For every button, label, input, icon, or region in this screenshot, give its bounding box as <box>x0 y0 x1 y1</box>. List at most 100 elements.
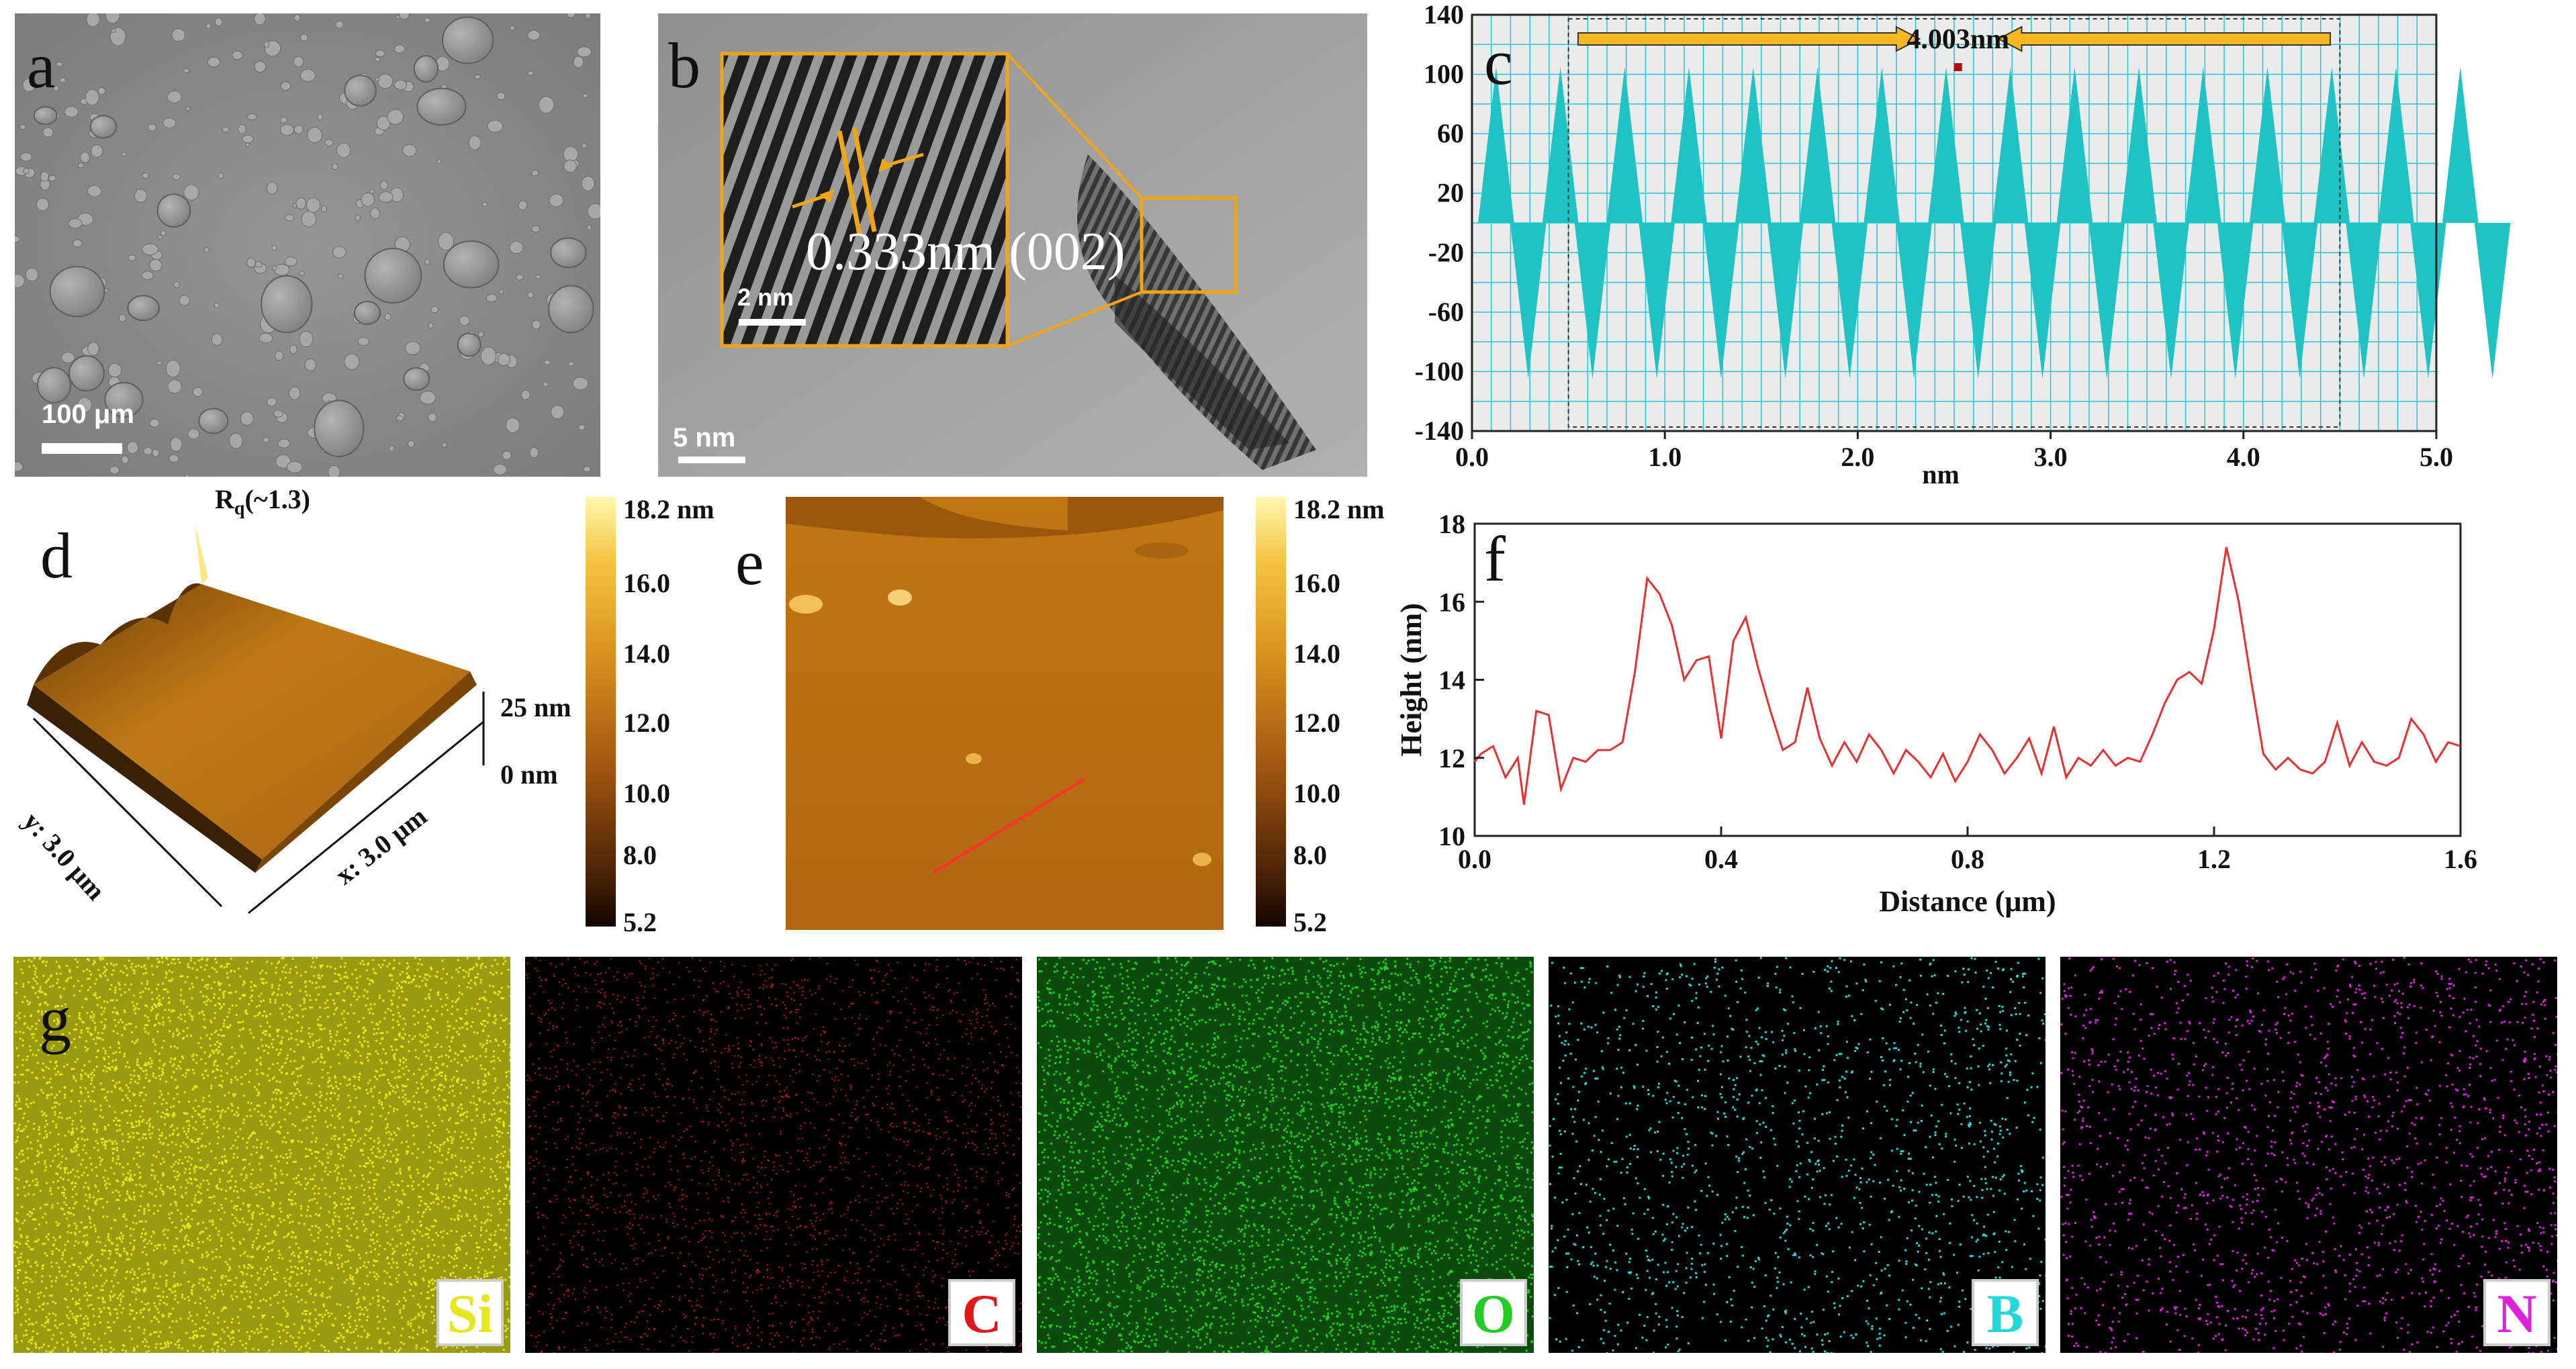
y-tick-label: 60 <box>1437 118 1464 148</box>
panel-g-label: g <box>39 983 71 1055</box>
x-tick-label: 4.0 <box>2227 442 2260 472</box>
panel-d-afm-3d: d Rq(~1.3) 25 nm 0 nm y: 3.0 μm x: 3.0 μ… <box>0 483 584 927</box>
y-tick-label: 16 <box>1438 587 1465 617</box>
eds-map-c: C <box>525 957 1022 1353</box>
cb-tick: 18.2 nm <box>1293 494 1385 524</box>
panel-f-label: f <box>1484 523 1506 595</box>
panel-a-sem-image: a 100 μm <box>15 13 600 477</box>
eds-dot-field <box>1549 957 2045 1353</box>
fringe-trough <box>1896 223 1932 379</box>
x-tick-label: 1.0 <box>1648 442 1682 472</box>
x-axis-label: nm <box>1922 459 1960 483</box>
inset-scale-bar-label: 2 nm <box>737 283 794 311</box>
cb-tick: 10.0 <box>623 778 670 808</box>
cb-tick: 5.2 <box>1293 907 1327 937</box>
scale-bar-label: 5 nm <box>673 423 736 453</box>
fringe-trough <box>1510 223 1547 379</box>
panel-e-label-outside: e <box>735 526 764 598</box>
cb-tick: 8.0 <box>1293 840 1327 870</box>
panel-b-tem-image: b 0.333nm (002) 2 nm 5 nm <box>658 13 1367 477</box>
colorbar-d <box>586 497 616 927</box>
y-tick-label: 14 <box>1438 665 1465 696</box>
y-tick-label: 18 <box>1438 509 1465 539</box>
roughness-symbol: R <box>215 484 234 514</box>
colorbar-e <box>1256 497 1286 927</box>
sem-surface <box>15 13 600 477</box>
fringe-peak <box>1606 66 1643 223</box>
eds-map-o: O <box>1037 957 1534 1353</box>
fringe-trough <box>1960 223 1996 379</box>
y-tick-label: 140 <box>1424 0 1464 30</box>
eds-dot-field <box>13 957 510 1353</box>
x-tick-label: 0.8 <box>1951 844 1984 874</box>
fringe-peak <box>1542 66 1579 223</box>
fringe-trough <box>1767 223 1804 379</box>
cb-tick: 5.2 <box>623 907 657 937</box>
fringe-peak <box>1864 66 1900 223</box>
x-tick-label: 5.0 <box>2420 442 2453 472</box>
x-tick-label: 1.2 <box>2197 844 2231 874</box>
roughness-label: Rq(~1.3) <box>215 483 310 520</box>
z-axis-high: 25 nm <box>500 692 571 722</box>
fringe-peak <box>2313 66 2350 223</box>
y-tick-label: -20 <box>1428 237 1464 267</box>
plot-frame <box>1471 13 2438 432</box>
element-label: O <box>1460 1279 1527 1346</box>
afm-height-map <box>786 497 1224 930</box>
height-series-line <box>1473 547 2461 805</box>
panel-g-eds-maps: Si C O B N g <box>0 957 2576 1369</box>
x-tick-label: 3.0 <box>2034 442 2068 472</box>
fringe-trough <box>1703 223 1739 379</box>
eds-dot-field <box>1037 957 1534 1353</box>
x-axis-label: Distance (μm) <box>1879 885 2056 918</box>
panel-f-height-profile: 0.0 0.4 0.8 1.2 1.6 18 16 14 12 10 Distance (μm) He… <box>1383 487 2576 930</box>
fringe-trough <box>1574 223 1611 379</box>
cb-tick: 8.0 <box>623 840 657 870</box>
fringe-peak <box>1478 66 1514 223</box>
element-label: N <box>2483 1279 2550 1346</box>
fringe-peak <box>1671 66 1707 223</box>
fringe-trough <box>1831 223 1868 379</box>
scale-bar <box>42 443 122 454</box>
panel-d-label: d <box>40 520 73 592</box>
fringe-peak <box>2442 66 2479 223</box>
fringe-peak <box>1992 66 2029 223</box>
colorbar-e-ticks: 18.2 nm 16.0 14.0 12.0 10.0 8.0 5.2 <box>1293 493 1401 937</box>
fringe-profile-chart: 4.003nm 0.0 1.0 2.0 3.0 4.0 5.0 140 100 60 20 -20 -6… <box>1415 0 2511 483</box>
z-axis-low: 0 nm <box>500 759 558 790</box>
panel-b-label: b <box>668 30 700 101</box>
lattice-annotation: 0.333nm (002) <box>806 222 1125 281</box>
fringe-trough <box>2346 223 2382 379</box>
panel-e-afm-2d: e <box>786 497 1224 930</box>
eds-map-n: N <box>2060 957 2557 1353</box>
cb-tick: 14.0 <box>623 639 670 669</box>
cb-tick: 14.0 <box>1293 639 1340 669</box>
fringe-peak <box>2185 66 2221 223</box>
fringe-trough <box>2153 223 2189 379</box>
arrow-left <box>1996 26 2332 52</box>
arrow-right <box>1577 26 1921 52</box>
fringe-peak <box>2378 66 2414 223</box>
cb-tick: 10.0 <box>1293 778 1340 808</box>
fringe-trough <box>2217 223 2254 379</box>
x-tick-label: 0.0 <box>1458 844 1491 874</box>
fringe-trough <box>2088 223 2125 379</box>
y-tick-label: 12 <box>1438 743 1465 773</box>
fringe-spacing-annotation: 4.003nm <box>1906 24 2009 55</box>
y-tick-label: 100 <box>1424 59 1464 89</box>
eds-map-si: Si <box>13 957 510 1353</box>
element-label: B <box>1972 1279 2039 1346</box>
cb-tick: 12.0 <box>623 708 670 738</box>
panel-a-label: a <box>27 30 56 101</box>
fringe-peak <box>1735 66 1772 223</box>
scale-bar-label: 100 μm <box>42 399 134 429</box>
cb-tick: 16.0 <box>1293 568 1340 598</box>
y-tick-label: -140 <box>1415 416 1464 446</box>
eds-map-b: B <box>1549 957 2045 1353</box>
fringe-trough <box>2281 223 2318 379</box>
fringe-peak <box>2121 66 2157 223</box>
fringe-trough <box>1639 223 1675 379</box>
x-tick-label: 0.0 <box>1455 442 1489 472</box>
fringe-peak <box>2249 66 2286 223</box>
plot-frame <box>1473 522 2462 837</box>
